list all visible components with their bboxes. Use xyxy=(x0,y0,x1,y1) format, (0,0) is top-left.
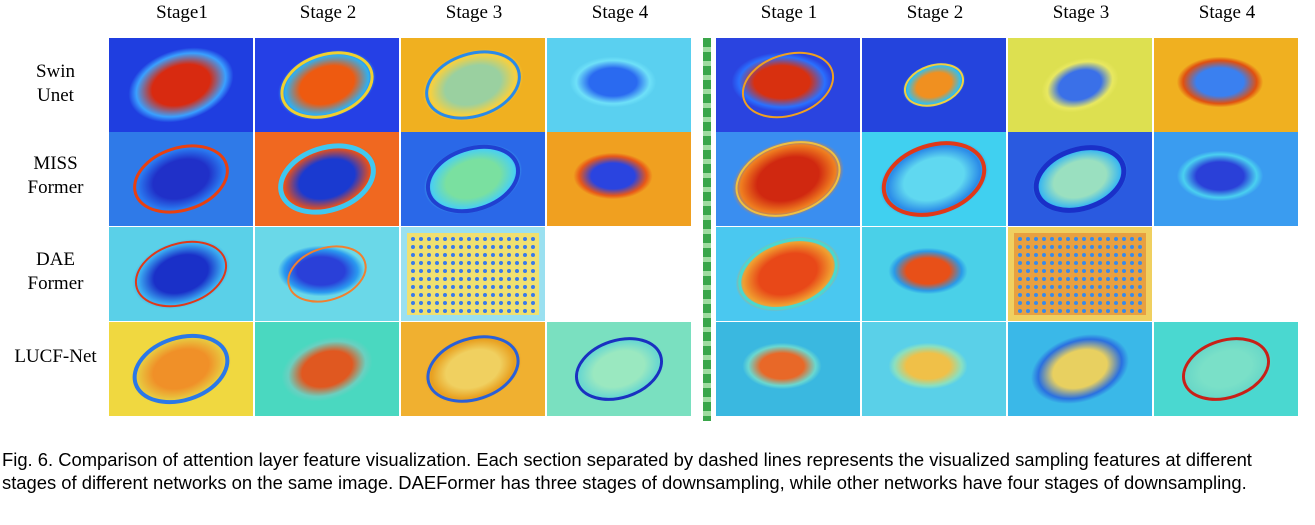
stage-header-left-3: Stage 3 xyxy=(445,2,503,23)
row-label-lucf-net: LUCF-Net xyxy=(8,345,103,369)
row-label-dae-former: DAE Former xyxy=(8,248,103,296)
feature-map-tile xyxy=(255,322,399,416)
feature-map-tile xyxy=(401,132,545,226)
section-divider xyxy=(703,38,711,421)
feature-map-tile xyxy=(1008,322,1152,416)
feature-map-tile xyxy=(109,227,253,321)
feature-map-tile xyxy=(1154,132,1298,226)
feature-map-tile xyxy=(862,322,1006,416)
feature-map-tile xyxy=(547,322,691,416)
feature-map-tile xyxy=(401,322,545,416)
feature-map-tile xyxy=(401,38,545,132)
row-label-line1: LUCF-Net xyxy=(14,346,97,367)
feature-map-tile xyxy=(716,227,860,321)
feature-map-tile xyxy=(1008,38,1152,132)
row-label-line1: Swin xyxy=(35,61,76,82)
feature-map-tile xyxy=(401,227,545,321)
figure-caption: Fig. 6. Comparison of attention layer fe… xyxy=(2,449,1252,493)
feature-map-tile xyxy=(1008,132,1152,226)
row-label-miss-former: MISS Former xyxy=(8,152,103,200)
feature-map-tile xyxy=(109,322,253,416)
feature-map-tile xyxy=(1008,227,1152,321)
stage-header-right-1: Stage 1 xyxy=(760,2,818,23)
stage-header-right-4: Stage 4 xyxy=(1198,2,1256,23)
row-label-line1: DAE xyxy=(35,249,76,270)
feature-map-tile xyxy=(716,38,860,132)
stage-header-left-4: Stage 4 xyxy=(591,2,649,23)
row-label-line2: Unet xyxy=(37,85,74,106)
row-label-line2: Former xyxy=(27,273,84,294)
stage-header-left-2: Stage 2 xyxy=(299,2,357,23)
feature-map-tile xyxy=(1154,322,1298,416)
feature-map-tile xyxy=(862,132,1006,226)
feature-map-tile xyxy=(255,227,399,321)
row-label-swin-unet: Swin Unet xyxy=(8,60,103,108)
stage-header-right-2: Stage 2 xyxy=(906,2,964,23)
feature-map-tile xyxy=(109,38,253,132)
stage-header-right-3: Stage 3 xyxy=(1052,2,1110,23)
feature-map-tile xyxy=(547,38,691,132)
feature-map-tile xyxy=(255,132,399,226)
row-label-line2: Former xyxy=(27,177,84,198)
feature-map-tile xyxy=(862,227,1006,321)
feature-map-tile xyxy=(716,322,860,416)
feature-map-tile xyxy=(716,132,860,226)
stage-header-left-1: Stage1 xyxy=(156,2,208,23)
feature-map-tile xyxy=(1154,38,1298,132)
feature-map-tile xyxy=(255,38,399,132)
feature-map-tile xyxy=(862,38,1006,132)
row-label-line1: MISS xyxy=(33,153,78,174)
feature-map-tile xyxy=(547,132,691,226)
feature-map-tile xyxy=(109,132,253,226)
